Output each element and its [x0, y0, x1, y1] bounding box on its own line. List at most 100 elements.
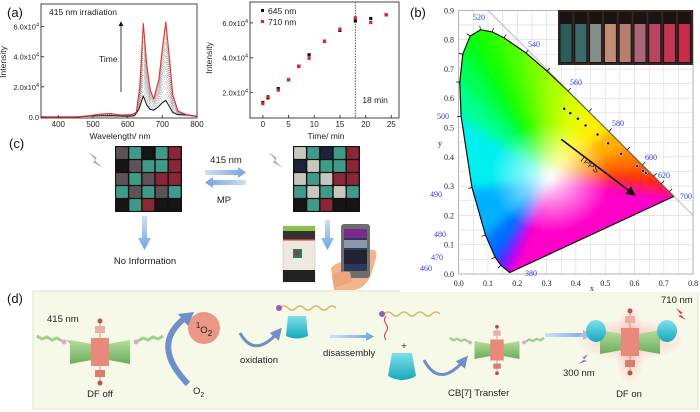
x-tick-label: 0.3 — [542, 279, 552, 288]
y-tick-label-exponent: 4 — [245, 89, 248, 95]
pattern-tile — [168, 146, 182, 160]
y-tick-label: 4.0x104 — [222, 54, 248, 63]
disassembly-arrow — [330, 332, 374, 341]
kinetics-x-label: Time/ min — [308, 131, 345, 141]
locus-tick — [491, 256, 496, 260]
wavelength-label: 460 — [420, 264, 432, 273]
y-tick-label-exponent: 4 — [36, 23, 39, 29]
pattern-tile — [293, 146, 307, 160]
pattern-tile — [320, 185, 333, 199]
guest-chain — [137, 334, 164, 343]
point-710nm — [297, 64, 301, 68]
point-710nm — [353, 16, 357, 20]
y-tick-label: 0.7 — [444, 65, 454, 74]
oxygen-label: O2 — [193, 386, 204, 399]
x-tick-label: 0.2 — [512, 279, 522, 288]
x-tick-label: 5 — [286, 120, 291, 129]
x-tick-label: 0.6 — [630, 279, 640, 288]
pattern-tile — [142, 172, 155, 186]
pattern-tile — [168, 198, 182, 212]
kinetics-points — [261, 13, 388, 106]
pattern-tile — [333, 185, 346, 199]
panel-c: (c) 415 nm MP No Information — [9, 136, 377, 290]
pattern-tile — [346, 198, 360, 212]
locus-tick — [458, 52, 463, 55]
chromaticity-point — [576, 116, 580, 121]
x-tick-label: 0.8 — [688, 279, 698, 288]
legend-marker-710 — [261, 20, 264, 23]
final-spectrum-line — [41, 21, 198, 118]
chromaticity-point — [641, 169, 645, 173]
excitation-label: 415 nm — [47, 314, 79, 325]
locus-tick — [588, 108, 592, 112]
pattern-tile — [168, 172, 182, 186]
x-tick-label: 0 — [261, 120, 266, 129]
y-tick-label: 0.6 — [444, 94, 454, 103]
porphyrin-core — [91, 338, 109, 366]
df-on-arrow — [545, 330, 592, 340]
forward-arrow — [205, 167, 246, 178]
pattern-tile — [115, 172, 129, 186]
singlet-oxygen-superscript: 1 — [196, 321, 201, 330]
wavelength-label: 500 — [437, 112, 449, 121]
pattern-tile — [346, 185, 360, 199]
vial — [619, 24, 631, 62]
pattern-tile — [333, 172, 346, 186]
regeneration-arrow-head — [178, 312, 194, 326]
porphyrin-arm — [625, 316, 635, 323]
cie-x-label: x — [590, 284, 594, 293]
sulfonate-group — [627, 308, 633, 314]
kinetics-chart: 18 min 0 5 10 15 20 25 2.0x1044.0x1046.0x104 … — [204, 1, 400, 141]
y-tick-label-base: 6.0x10 — [13, 23, 36, 32]
pattern-tile — [168, 185, 182, 199]
y-tick-label: 4.0x104 — [13, 53, 39, 62]
reverse-label: MP — [217, 195, 231, 206]
y-tick-label: 2.0x104 — [13, 83, 39, 92]
pattern-tile — [306, 146, 320, 160]
y-tick-label-exponent: 4 — [36, 53, 39, 59]
pattern-tile — [306, 185, 320, 199]
chromaticity-point — [619, 152, 623, 156]
pattern-tile — [115, 185, 129, 199]
spectra-y-label: Intensity — [0, 45, 8, 77]
point-645nm — [307, 53, 311, 57]
spectra-plot-frame — [40, 3, 198, 119]
point-645nm — [353, 19, 357, 23]
pattern-tile — [155, 146, 168, 160]
y-tick-label: 0.9 — [444, 6, 454, 15]
pattern-tile — [320, 146, 333, 160]
locus-tick — [481, 234, 486, 237]
plus-sign: + — [401, 341, 407, 352]
singlet-oxygen-subscript: 2 — [208, 329, 213, 338]
guest-head — [522, 340, 526, 345]
pattern-tile — [142, 146, 155, 160]
pattern-tile — [320, 172, 333, 186]
intermediate-spectra — [41, 28, 198, 118]
locus-tick — [642, 161, 646, 166]
x-tick-label: 15 — [335, 120, 344, 129]
x-tick-label: 500 — [86, 120, 100, 129]
transfer-label: CB[7] Transfer — [448, 388, 509, 399]
df-on-assembly — [578, 307, 682, 383]
x-tick-label: 0.7 — [659, 279, 669, 288]
cyclodextrin-right — [503, 341, 520, 359]
guest-chain — [524, 337, 545, 343]
spectra-x-label: Wavelength/ nm — [89, 131, 150, 141]
vial — [664, 24, 676, 62]
sulfonate-group — [97, 380, 103, 386]
cyclodextrin-left — [70, 340, 92, 364]
pattern-tile — [142, 159, 155, 173]
panel-label-a: (a) — [7, 5, 23, 20]
wavelength-label: 520 — [473, 13, 485, 22]
wavelength-label: 480 — [434, 230, 446, 239]
locus-tick — [546, 67, 551, 72]
pattern-tile — [346, 172, 360, 186]
pattern-tile — [293, 159, 307, 173]
locus-tick — [525, 49, 529, 54]
emission-label: 710 nm — [661, 295, 693, 306]
vial — [590, 24, 602, 62]
